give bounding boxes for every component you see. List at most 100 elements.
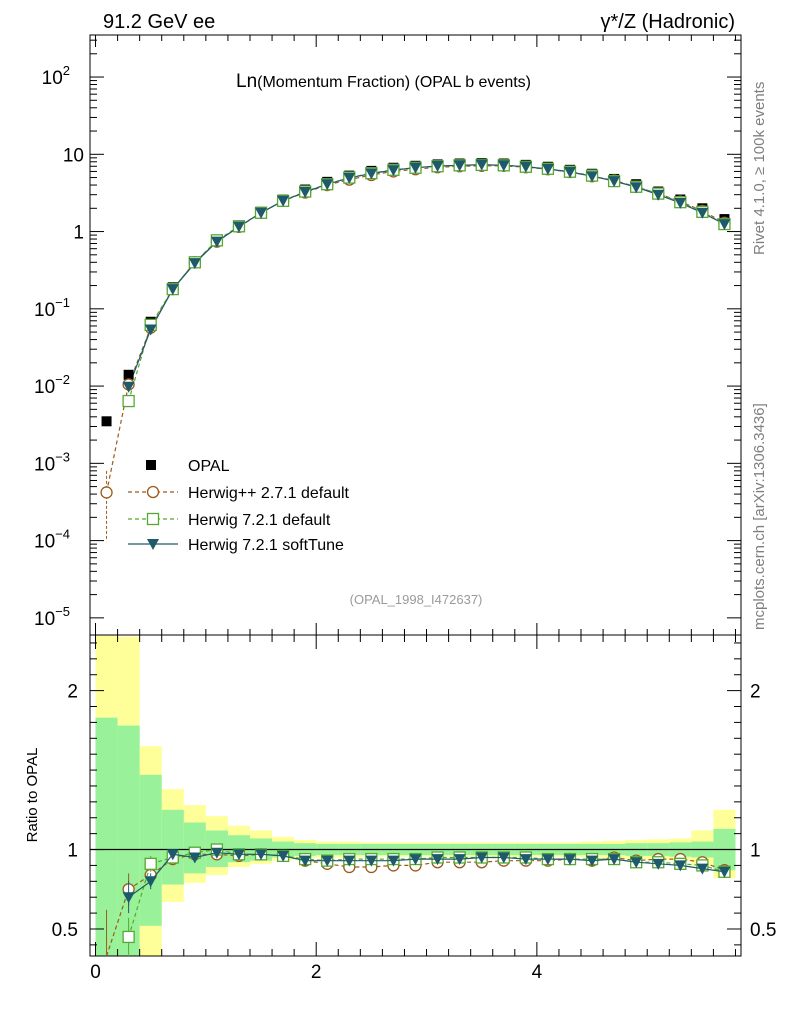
ratio-y-tick-label: 0.5 <box>52 920 78 941</box>
main-line-herwig72 <box>128 164 725 402</box>
main-y-tick-exponent: −3 <box>55 449 70 464</box>
ratio-point-softtune <box>321 855 334 867</box>
ratio-point-softtune <box>343 855 356 867</box>
ratio-point-softtune <box>431 854 444 866</box>
main-point-softtune <box>144 324 157 336</box>
analysis-id: (OPAL_1998_I472637) <box>350 592 483 607</box>
main-plot: Ln(Momentum Fraction) (OPAL b events) (O… <box>34 34 742 636</box>
main-point-softtune <box>255 207 268 219</box>
main-point-softtune <box>652 189 665 201</box>
main-y-tick-base: 1 <box>73 223 84 244</box>
main-y-tick-label: 10−2 <box>34 372 70 398</box>
main-point-softtune <box>475 159 488 171</box>
legend-marker-softtune <box>147 539 159 550</box>
main-y-tick-exponent: −4 <box>55 527 70 542</box>
main-point-herwig72 <box>122 394 135 408</box>
main-title-ln: Ln <box>236 71 257 92</box>
legend-marker-opal <box>146 460 156 470</box>
ratio-point-softtune <box>696 863 709 875</box>
ratio-y-ticks: 0.5 0.5 1 1 2 2 <box>52 642 776 946</box>
main-point-softtune <box>232 221 245 233</box>
header-left: 91.2 GeV ee <box>103 11 215 33</box>
ratio-bands <box>90 635 741 956</box>
ratio-point-softtune <box>497 852 510 864</box>
legend-marker-herwig72 <box>146 512 160 526</box>
main-point-softtune <box>409 162 422 174</box>
ratio-point-softtune <box>674 860 687 872</box>
ratio-plot-frame <box>89 634 742 957</box>
main-point-softtune <box>277 195 290 207</box>
main-x-ticks <box>95 35 736 635</box>
main-y-tick-exponent: 2 <box>63 63 70 78</box>
ratio-band-inner <box>161 809 184 885</box>
ratio-point-softtune <box>630 857 643 869</box>
ratio-point-softtune <box>299 855 312 867</box>
ratio-y-tick-label-right: 2 <box>750 682 761 703</box>
legend-label-softtune: Herwig 7.2.1 softTune <box>188 537 344 554</box>
main-point-softtune <box>122 381 135 393</box>
header-right: γ*/Z (Hadronic) <box>601 11 735 33</box>
main-y-tick-base: 10 <box>34 300 55 321</box>
main-point-softtune <box>343 172 356 184</box>
ratio-y-tick-label-right: 0.5 <box>750 920 776 941</box>
main-point-softtune <box>497 160 510 172</box>
ratio-point-softtune <box>586 855 599 867</box>
ratio-point-herwig72 <box>122 930 135 944</box>
ratio-point-herwig72 <box>144 857 157 870</box>
ratio-band-inner <box>117 725 140 956</box>
ratio-point-softtune <box>563 854 576 866</box>
ratio-point-softtune <box>277 850 290 862</box>
main-point-softtune <box>630 182 643 194</box>
ratio-x-tick-label: 4 <box>532 962 543 983</box>
main-point-softtune <box>453 160 466 172</box>
ratio-point-softtune <box>519 854 532 866</box>
main-y-tick-base: 10 <box>34 454 55 475</box>
main-point-softtune <box>387 165 400 177</box>
ratio-point-softtune <box>144 876 157 888</box>
ratio-point-softtune <box>718 866 731 878</box>
main-point-softtune <box>608 176 621 188</box>
main-point-softtune <box>321 179 334 191</box>
ratio-point-softtune <box>255 849 268 861</box>
main-y-tick-exponent: −5 <box>55 604 70 619</box>
ratio-x-tick-label: 2 <box>311 962 322 983</box>
main-point-softtune <box>519 161 532 173</box>
ratio-y-tick-label: 1 <box>67 841 78 862</box>
main-title: Ln(Momentum Fraction) (OPAL b events) <box>236 71 531 92</box>
ratio-point-softtune <box>541 854 554 866</box>
ratio-band-inner <box>139 774 162 926</box>
ratio-point-softtune <box>652 858 665 870</box>
main-y-tick-base: 10 <box>34 609 55 630</box>
main-y-tick-label: 10 <box>63 145 84 166</box>
main-point-softtune <box>563 166 576 178</box>
main-point-softtune <box>586 171 599 183</box>
legend-marker-herwigpp <box>146 485 160 499</box>
legend: OPAL Herwig++ 2.7.1 default Herwig 7.2.1… <box>128 458 350 554</box>
ratio-point-softtune <box>409 854 422 866</box>
ratio-point-softtune <box>232 849 245 861</box>
main-point-softtune <box>365 168 378 180</box>
ratio-point-softtune <box>608 854 621 866</box>
main-point-softtune <box>674 197 687 209</box>
main-point-herwigpp <box>100 486 113 499</box>
main-y-tick-label: 10−1 <box>34 295 70 321</box>
main-point-softtune <box>188 258 201 270</box>
ratio-x-ticks: 0 2 4 <box>90 635 736 983</box>
ratio-point-softtune <box>453 854 466 866</box>
main-title-rest: (Momentum Fraction) (OPAL b events) <box>257 74 531 91</box>
main-point-softtune <box>718 219 731 231</box>
ratio-point-softtune <box>475 852 488 864</box>
main-y-tick-base: 10 <box>42 68 63 89</box>
ratio-point-softtune <box>122 892 135 904</box>
ratio-point-softtune <box>365 855 378 867</box>
main-point-softtune <box>431 161 444 173</box>
ratio-point-softtune <box>387 855 400 867</box>
ratio-y-tick-label: 2 <box>67 682 78 703</box>
main-y-tick-label: 10−5 <box>34 604 70 630</box>
main-point-opal <box>101 416 112 427</box>
ratio-x-tick-label: 0 <box>90 962 101 983</box>
main-y-tick-label: 10−3 <box>34 449 70 475</box>
ratio-ylabel: Ratio to OPAL <box>24 748 41 843</box>
